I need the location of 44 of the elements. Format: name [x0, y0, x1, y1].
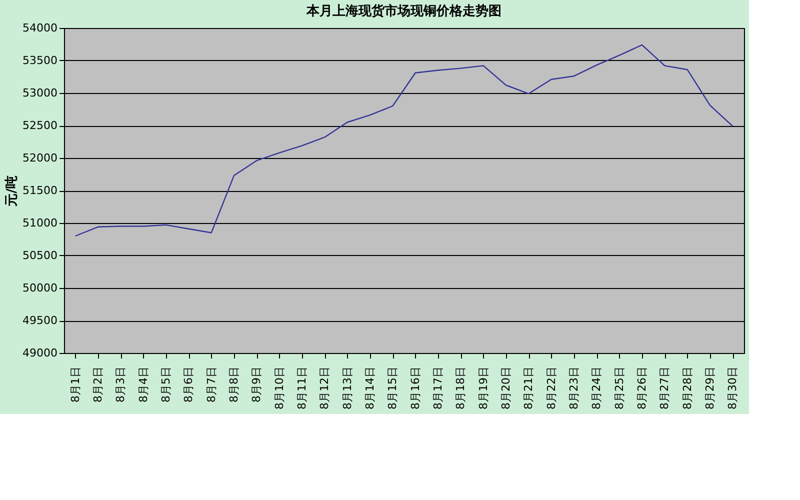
- y-tick-label: 53500: [22, 54, 58, 67]
- y-tick-label: 53000: [22, 86, 58, 100]
- y-tick-label: 49500: [22, 314, 58, 327]
- y-tick-label: 54000: [22, 22, 58, 34]
- x-tick-label: 8月25日: [612, 366, 626, 410]
- x-tick-label: 8月14日: [364, 366, 376, 410]
- x-tick-label: 8月26日: [636, 366, 648, 410]
- x-tick-label: 8月30日: [726, 366, 740, 410]
- line-series: [74, 44, 734, 237]
- y-tick-label: 52000: [22, 152, 58, 164]
- x-tick-label: 8月5日: [160, 366, 172, 402]
- x-tick-label: 8月19日: [476, 366, 490, 410]
- x-tick-label: 8月13日: [340, 366, 354, 410]
- x-tick-label: 8月16日: [408, 366, 422, 410]
- x-tick-label: 8月7日: [204, 366, 218, 402]
- x-tick-label: 8月21日: [522, 366, 536, 410]
- x-tick-label: 8月17日: [432, 366, 444, 410]
- x-tick-label: 8月23日: [568, 366, 580, 410]
- x-tick-label: 8月15日: [386, 366, 400, 410]
- y-tick-label: 50500: [22, 249, 58, 262]
- x-tick-label: 8月6日: [182, 366, 196, 402]
- y-tick-label: 51500: [22, 184, 58, 197]
- x-tick-label: 8月27日: [658, 366, 672, 410]
- x-tick-label: 8月18日: [454, 366, 468, 410]
- x-tick-label: 8月12日: [318, 366, 332, 410]
- y-tick-label: 50000: [22, 282, 58, 294]
- y-tick-label: 51000: [22, 216, 58, 230]
- x-tick-label: 8月20日: [500, 366, 512, 410]
- x-tick-label: 8月4日: [136, 366, 150, 402]
- x-tick-label: 8月9日: [250, 366, 264, 402]
- x-tick-label: 8月3日: [114, 366, 128, 402]
- x-tick-label: 8月22日: [544, 366, 558, 410]
- x-tick-label: 8月29日: [704, 366, 716, 410]
- x-tick-label: 8月28日: [680, 366, 694, 410]
- x-tick-label: 8月24日: [590, 366, 604, 410]
- y-tick-label: 49000: [22, 346, 58, 360]
- chart-title: 本月上海现货市场现铜价格走势图: [306, 3, 502, 19]
- x-tick-label: 8月2日: [92, 366, 104, 402]
- x-tick-label: 8月1日: [68, 366, 82, 402]
- y-axis-title: 元/吨: [4, 176, 20, 208]
- x-tick-label: 8月10日: [272, 366, 286, 410]
- x-tick-label: 8月8日: [228, 366, 240, 402]
- y-tick-label: 52500: [22, 119, 58, 132]
- x-tick-label: 8月11日: [296, 366, 308, 410]
